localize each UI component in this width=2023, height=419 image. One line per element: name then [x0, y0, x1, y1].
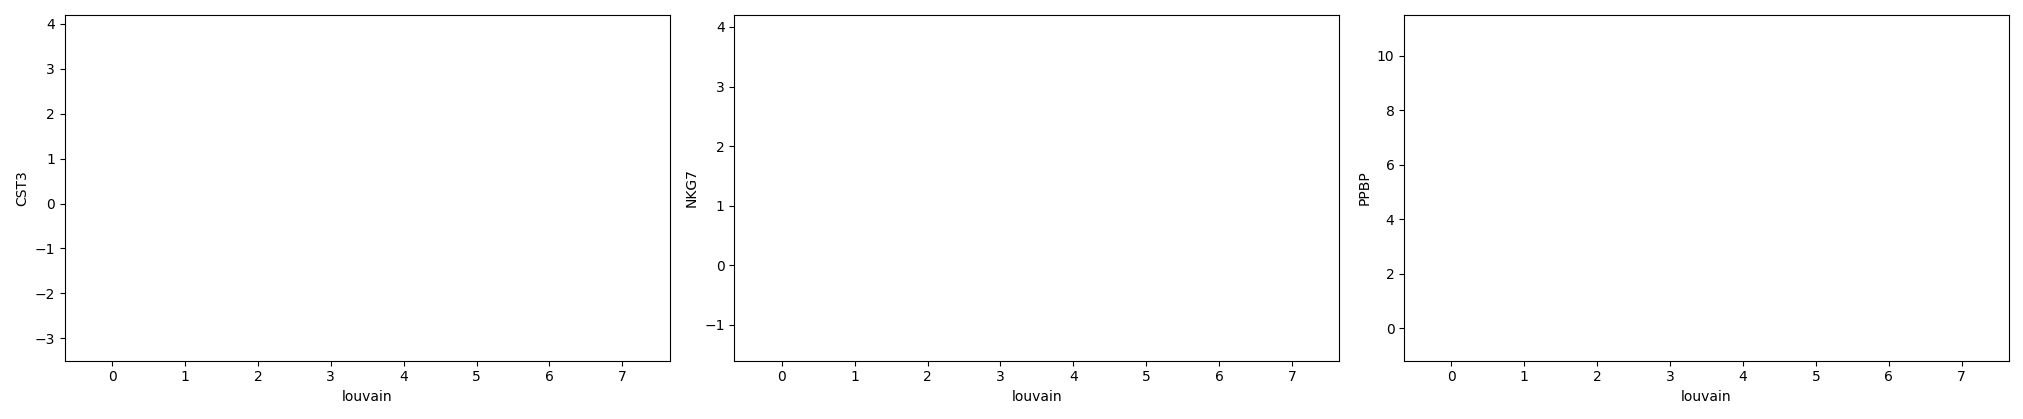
Y-axis label: CST3: CST3	[14, 170, 28, 206]
Y-axis label: PPBP: PPBP	[1357, 171, 1370, 205]
X-axis label: louvain: louvain	[1012, 390, 1062, 404]
Y-axis label: NKG7: NKG7	[684, 168, 698, 207]
X-axis label: louvain: louvain	[342, 390, 392, 404]
X-axis label: louvain: louvain	[1681, 390, 1732, 404]
